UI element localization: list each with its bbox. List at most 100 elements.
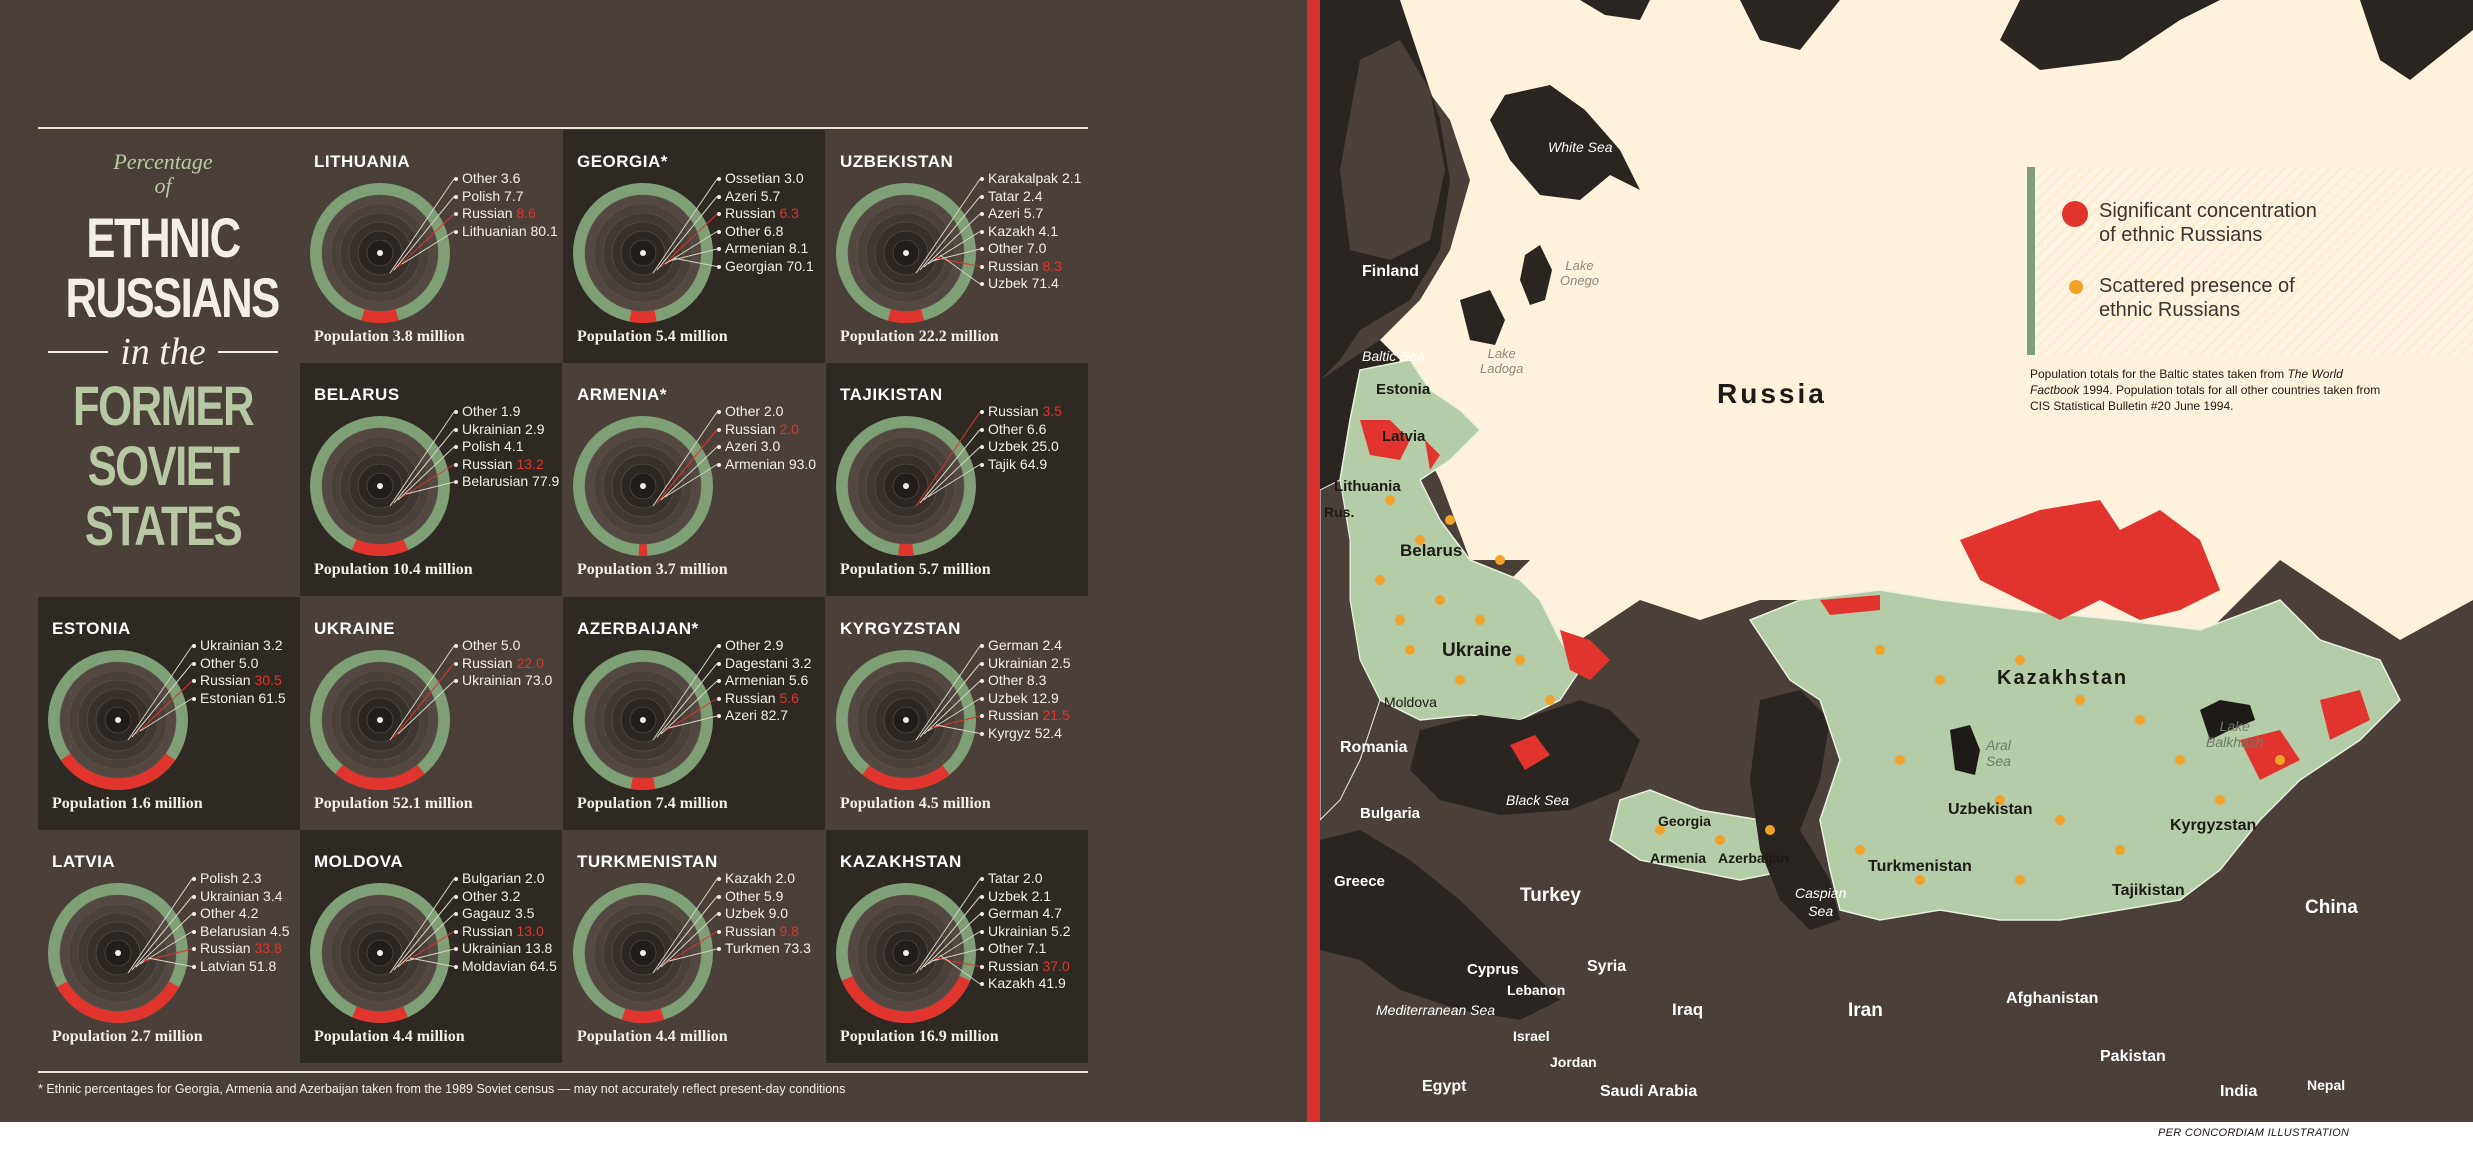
ethnic-group-label: Lithuanian xyxy=(462,222,527,239)
ethnic-group-row: Russian 22.0 xyxy=(454,655,552,673)
ethnic-donut-chart xyxy=(573,645,718,790)
center-dot xyxy=(903,483,909,489)
leader-line xyxy=(397,446,455,501)
ethnic-group-row: Armenian 8.1 xyxy=(717,240,814,258)
leader-line xyxy=(664,931,718,965)
ethnic-group-row: Belarusian 4.5 xyxy=(192,923,290,941)
center-dot xyxy=(377,483,383,489)
ethnic-group-row: Ukrainian 2.5 xyxy=(980,655,1071,673)
leader-line xyxy=(389,411,455,507)
map-legend: Significant concentration of ethnic Russ… xyxy=(2027,167,2473,355)
map-svg xyxy=(1320,0,2473,1020)
legend-significant-1: Significant concentration xyxy=(2099,200,2317,222)
population-label: Population 4.4 million xyxy=(314,1028,465,1045)
leader-line xyxy=(135,680,193,735)
center-dot xyxy=(115,717,121,723)
leader-line xyxy=(147,957,193,967)
ethnic-group-label: Polish xyxy=(462,187,501,204)
ethnic-group-value: 8.3 xyxy=(1042,257,1062,274)
ethnic-group-value: 2.0 xyxy=(1023,870,1043,886)
label-finland: Finland xyxy=(1362,263,1419,280)
ethnic-group-value: 41.9 xyxy=(1038,975,1066,991)
ethnic-group-value: 8.6 xyxy=(516,205,536,221)
ethnic-group-row: Russian 13.2 xyxy=(454,456,559,474)
ethnic-group-row: Other 5.0 xyxy=(454,637,552,655)
leader-line xyxy=(919,196,981,271)
ethnic-group-label: German xyxy=(988,637,1039,653)
eastern-europe xyxy=(1320,479,1381,821)
leader-line xyxy=(393,663,455,738)
ethnic-group-label: Uzbek xyxy=(725,905,765,921)
ethnic-group-row: Azeri 5.7 xyxy=(980,205,1081,223)
ethnic-group-label: Other xyxy=(725,403,761,419)
label-syria: Syria xyxy=(1587,958,1627,975)
leader-line xyxy=(919,429,981,504)
source-part1: Population totals for the Baltic states … xyxy=(2030,367,2288,381)
ethnic-group-label: Russian xyxy=(725,922,776,939)
ethnic-group-row: Moldavian 64.5 xyxy=(454,958,557,976)
ethnic-group-label: Russian xyxy=(988,257,1039,274)
leader-line xyxy=(915,411,981,507)
ethnic-group-row: Azeri 5.7 xyxy=(717,188,814,206)
ethnic-group-value: 5.7 xyxy=(760,187,781,204)
leader-line xyxy=(656,896,718,971)
ethnic-group-row: Uzbek 71.4 xyxy=(980,275,1081,293)
leader-line xyxy=(923,680,981,735)
ethnic-group-row: Other 5.9 xyxy=(717,888,811,906)
leader-line xyxy=(923,913,981,968)
ethnic-group-label: Azeri xyxy=(725,187,757,204)
caspian-sea xyxy=(1750,690,1840,930)
ethnic-group-row: Gagauz 3.5 xyxy=(454,905,557,923)
country-name: UZBEKISTAN xyxy=(840,152,954,171)
ethnic-group-label: Other xyxy=(200,654,236,671)
label-aral-2: Sea xyxy=(1986,753,2011,769)
ethnic-group-label: Bulgarian xyxy=(462,870,522,886)
label-china: China xyxy=(2305,897,2358,918)
leader-line xyxy=(660,446,718,501)
ethnic-group-row: Other 1.9 xyxy=(454,403,559,421)
leader-line xyxy=(935,957,981,967)
ethnic-group-label: Ukrainian xyxy=(462,672,522,688)
ethnic-group-legend: Russian 3.5 Other 6.6 Uzbek 25.0 Tajik 64.9 xyxy=(980,403,1062,473)
center-dot xyxy=(377,717,383,723)
center-dot xyxy=(640,717,646,723)
ethnic-group-label: Other xyxy=(725,887,761,904)
ethnic-group-value: 4.2 xyxy=(238,905,259,921)
ethnic-group-value: 4.5 xyxy=(270,922,290,939)
ethnic-group-row: Azeri 3.0 xyxy=(717,438,816,456)
ethnic-group-label: Tatar xyxy=(988,187,1020,204)
ethnic-group-label: Estonian xyxy=(200,689,255,706)
ethnic-group-row: Other 3.6 xyxy=(454,170,558,188)
leader-line xyxy=(915,645,981,741)
ethnic-group-label: Other xyxy=(988,940,1024,956)
ethnic-group-row: Ukrainian 5.2 xyxy=(980,923,1071,941)
label-uzbekistan: Uzbekistan xyxy=(1948,801,2033,818)
label-cyprus: Cyprus xyxy=(1467,961,1519,978)
source-part3: 1994. Population totals for all other co… xyxy=(2030,383,2381,413)
ethnic-group-legend: Ukrainian 3.2 Other 5.0 Russian 30.5 Estoni… xyxy=(192,637,286,707)
ethnic-donut-chart xyxy=(48,645,193,790)
leader-line xyxy=(656,196,718,271)
title-ethnic: ETHNIC xyxy=(86,206,241,269)
ethnic-group-label: Polish xyxy=(462,438,501,454)
ethnic-donut-chart xyxy=(573,178,718,323)
ethnic-group-value: 7.1 xyxy=(1026,940,1047,956)
ethnic-group-value: 13.2 xyxy=(516,455,544,472)
population-label: Population 5.4 million xyxy=(577,328,728,345)
title-block: Percentage of ETHNIC RUSSIANS in the FOR… xyxy=(38,150,288,556)
ethnic-group-value: 6.6 xyxy=(1026,420,1047,437)
ethnic-group-label: Russian xyxy=(200,940,251,956)
ethnic-group-label: Russian xyxy=(988,707,1039,723)
ethnic-group-row: Uzbek 2.1 xyxy=(980,888,1071,906)
leader-line xyxy=(919,663,981,738)
leader-line xyxy=(393,896,455,971)
ethnic-group-value: 2.0 xyxy=(775,870,796,886)
ethnic-group-value: 5.6 xyxy=(779,689,799,706)
ethnic-group-legend: Other 3.6 Polish 7.7 Russian 8.6 Lithuanian… xyxy=(454,170,558,240)
ethnic-group-value: 13.0 xyxy=(516,922,544,939)
ethnic-group-label: Dagestani xyxy=(725,654,789,671)
ethnic-group-value: 2.5 xyxy=(1051,654,1071,671)
ethnic-group-value: 3.2 xyxy=(263,637,283,653)
label-aral-1: Aral xyxy=(1986,737,2011,753)
ethnic-group-row: Other 7.0 xyxy=(980,240,1081,258)
